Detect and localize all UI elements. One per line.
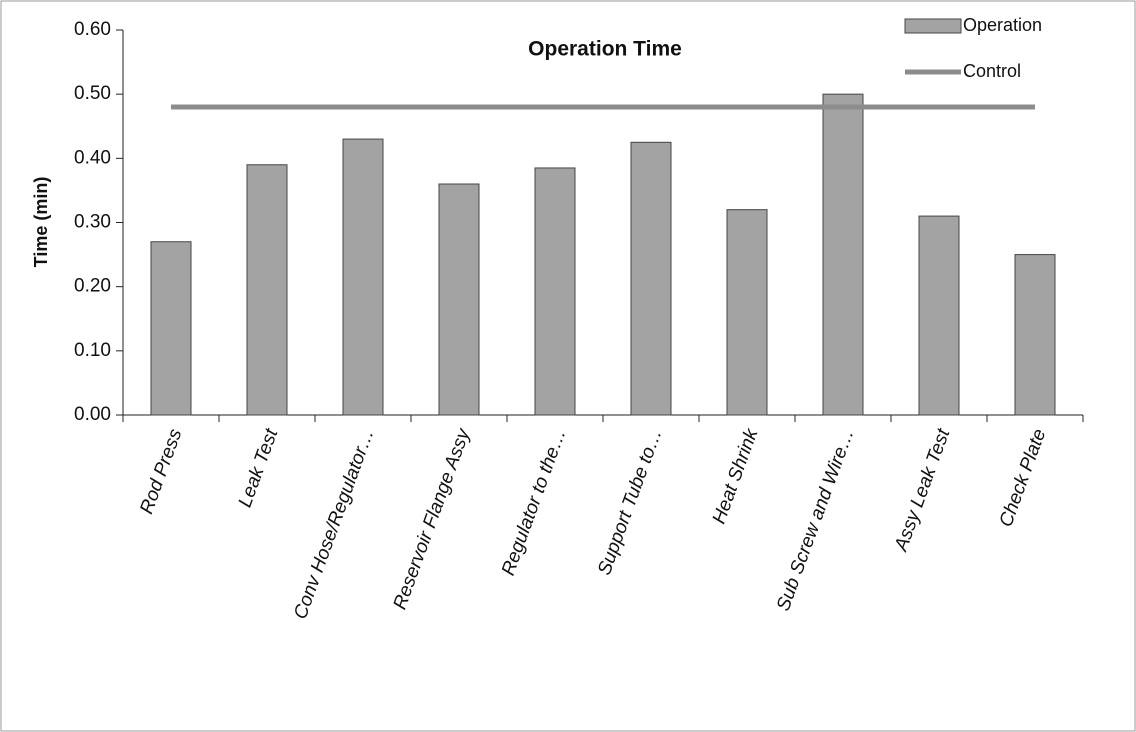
bar xyxy=(822,93,864,416)
legend-label: Operation xyxy=(963,15,1042,35)
bar xyxy=(918,215,960,416)
bar xyxy=(1014,254,1056,416)
legend-label: Control xyxy=(963,61,1021,81)
bar xyxy=(726,209,768,416)
y-axis-title: Time (min) xyxy=(31,177,51,268)
y-tick-label: 0.00 xyxy=(74,404,111,425)
legend-swatch xyxy=(904,18,962,34)
y-tick-label: 0.50 xyxy=(74,83,111,104)
bar xyxy=(342,138,384,416)
y-tick-label: 0.40 xyxy=(74,147,111,168)
chart-title: Operation Time xyxy=(528,38,682,61)
bar xyxy=(438,183,480,416)
bar xyxy=(246,164,288,416)
bar xyxy=(534,167,576,416)
y-tick-label: 0.20 xyxy=(74,276,111,297)
y-tick-label: 0.60 xyxy=(74,19,111,40)
bar xyxy=(150,241,192,416)
y-tick-label: 0.10 xyxy=(74,340,111,361)
bar xyxy=(630,141,672,416)
y-tick-label: 0.30 xyxy=(74,212,111,233)
